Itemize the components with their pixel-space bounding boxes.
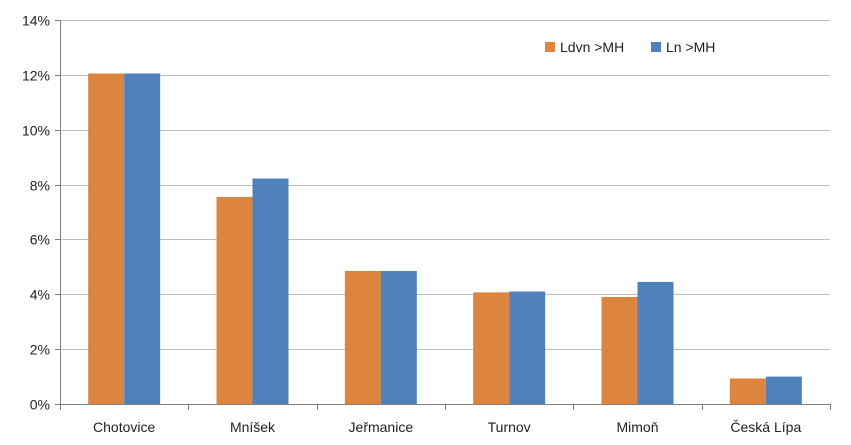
bar-ldvn-5 bbox=[729, 378, 766, 404]
bar-ln-5 bbox=[765, 376, 802, 404]
x-axis: Chotovice Mníšek Jeřmanice Turnov Mimoň Česká… bbox=[60, 404, 831, 435]
legend-swatch-ln bbox=[651, 42, 661, 52]
y-tick-label: 0% bbox=[30, 397, 50, 413]
x-category-label: Mníšek bbox=[230, 419, 276, 435]
bar-ldvn-3 bbox=[473, 292, 510, 404]
bar-ln-3 bbox=[509, 291, 546, 404]
bar-ldvn-1 bbox=[216, 196, 253, 404]
x-category-label: Česká Lípa bbox=[730, 419, 801, 435]
y-tick-label: 10% bbox=[22, 123, 50, 139]
bars bbox=[88, 73, 802, 404]
bar-ln-4 bbox=[637, 281, 674, 404]
x-category-label: Jeřmanice bbox=[349, 419, 414, 435]
bar-ldvn-2 bbox=[344, 270, 381, 404]
y-tick-label: 4% bbox=[30, 287, 50, 303]
bar-ln-1 bbox=[252, 178, 289, 404]
bar-ln-2 bbox=[380, 270, 417, 404]
legend-label-ln: Ln >MH bbox=[666, 39, 715, 55]
y-tick-label: 14% bbox=[22, 13, 50, 29]
gridlines bbox=[60, 20, 830, 350]
bar-ln-0 bbox=[124, 73, 161, 404]
y-tick-label: 8% bbox=[30, 178, 50, 194]
legend: Ldvn >MH Ln >MH bbox=[545, 39, 715, 55]
bar-ldvn-0 bbox=[88, 73, 125, 404]
x-category-label: Chotovice bbox=[93, 419, 155, 435]
y-tick-label: 6% bbox=[30, 232, 50, 248]
x-category-label: Turnov bbox=[488, 419, 531, 435]
bar-ldvn-4 bbox=[601, 297, 638, 404]
legend-swatch-ldvn bbox=[545, 42, 555, 52]
x-category-label: Mimoň bbox=[616, 419, 658, 435]
y-tick-label: 2% bbox=[30, 342, 50, 358]
y-tick-label: 12% bbox=[22, 68, 50, 84]
y-axis: 0% 2% 4% 6% 8% 10% 12% 14% bbox=[22, 13, 61, 413]
legend-label-ldvn: Ldvn >MH bbox=[560, 39, 624, 55]
